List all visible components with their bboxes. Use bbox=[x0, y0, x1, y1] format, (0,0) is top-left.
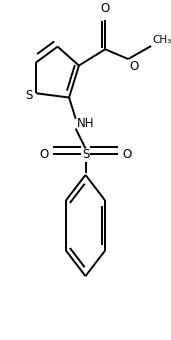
Text: O: O bbox=[129, 60, 138, 73]
Text: O: O bbox=[122, 148, 131, 161]
Text: O: O bbox=[40, 148, 49, 161]
Text: S: S bbox=[25, 89, 32, 102]
Text: NH: NH bbox=[77, 117, 95, 130]
Text: O: O bbox=[101, 2, 110, 15]
Text: CH₃: CH₃ bbox=[153, 35, 171, 45]
Text: S: S bbox=[82, 148, 89, 161]
